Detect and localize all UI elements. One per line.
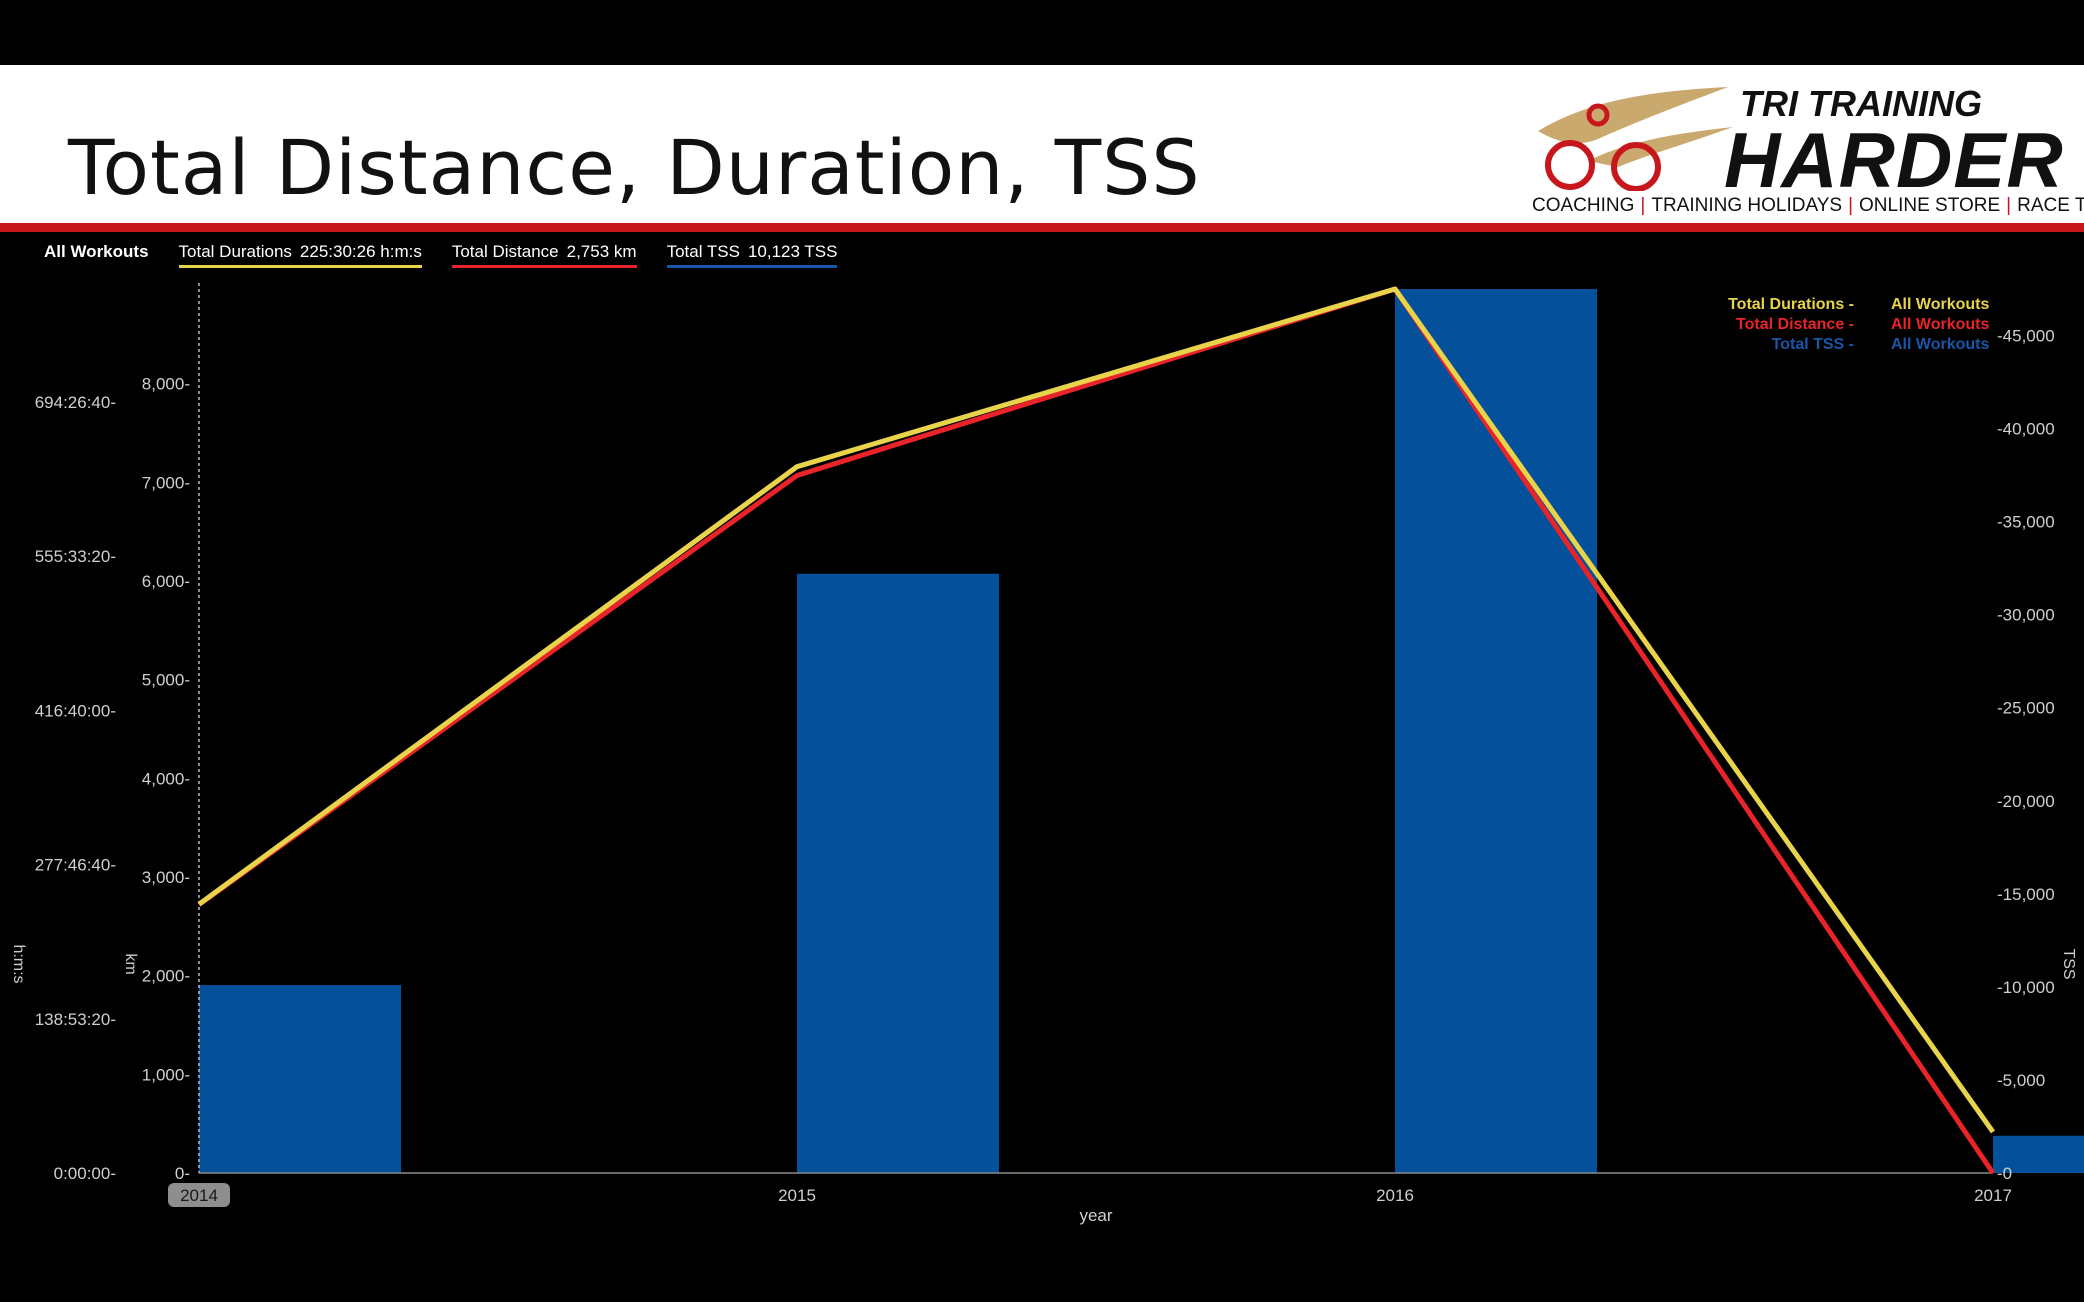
triathlon-rings-icon: [1538, 87, 1733, 191]
tss-tick-label: -45,000: [1997, 327, 2055, 346]
km-tick-label: 8,000-: [142, 375, 190, 394]
x-tick-label: 2015: [778, 1186, 816, 1205]
x-tick-label: 2014: [180, 1186, 218, 1205]
tss-tick-label: -30,000: [1997, 606, 2055, 625]
distance-total: 2,753 km: [566, 242, 637, 261]
duration-line: [197, 286, 1996, 1134]
legend-series-name: Total Distance -: [1736, 316, 1854, 333]
x-tick-highlight: [168, 1183, 230, 1207]
brand-name-line1: TRI TRAINING: [1740, 83, 1982, 124]
slide-header: Total Distance, Duration, TSS TRI TRAINI…: [0, 65, 2084, 223]
x-tick-label: 2016: [1376, 1186, 1414, 1205]
bottom-letterbox: [0, 1237, 2084, 1302]
duration-tick-label: 277:46:40-: [35, 856, 116, 875]
tss-bar-2016: [1395, 289, 1597, 1173]
distance-toggle[interactable]: Total Distance 2,753 km: [451, 242, 637, 268]
tss-bar-2017: [1993, 1135, 2084, 1173]
km-tick-label: 5,000-: [142, 671, 190, 690]
tss-tick-label: -20,000: [1997, 792, 2055, 811]
top-letterbox: [0, 0, 2084, 65]
tagline-separator: |: [1848, 195, 1854, 216]
tagline-race-team: RACE TEAM: [2017, 195, 2084, 216]
duration-tick-label: 138:53:20-: [35, 1010, 116, 1029]
series-filter-bar: All Workouts Total Durations 225:30:26 h:…: [44, 242, 838, 276]
x-axis-title: year: [1079, 1206, 1112, 1225]
tss-tick-label: -40,000: [1997, 420, 2055, 439]
durations-toggle[interactable]: Total Durations 225:30:26 h:m:s: [178, 242, 422, 268]
km-tick-label: 1,000-: [142, 1065, 190, 1084]
durations-total: 225:30:26 h:m:s: [299, 242, 422, 261]
duration-tick-label: 694:26:40-: [35, 393, 116, 412]
tagline-separator: |: [1640, 195, 1646, 216]
legend-series-filter: All Workouts: [1891, 336, 1989, 353]
tss-toggle-label: Total TSS: [666, 242, 740, 261]
distance-line: [197, 286, 1996, 1175]
tss-total: 10,123 TSS: [747, 242, 838, 261]
km-axis-title: km: [122, 953, 139, 974]
brand-tagline: COACHING | TRAINING HOLIDAYS | ONLINE STORE |…: [1532, 195, 2084, 217]
header-divider: [0, 223, 2084, 232]
legend-series-name: Total Durations -: [1728, 296, 1854, 313]
legend-series-name: Total TSS -: [1772, 336, 1854, 353]
duration-axis-title: h:m:s: [10, 944, 27, 983]
tss-tick-label: -15,000: [1997, 885, 2055, 904]
durations-toggle-label: Total Durations: [178, 242, 292, 261]
brand-name-line2: HARDER: [1724, 116, 2064, 204]
duration-tick-label: 416:40:00-: [35, 701, 116, 720]
km-tick-label: 0-: [175, 1164, 190, 1183]
all-workouts-filter[interactable]: All Workouts: [44, 242, 149, 261]
tss-tick-label: -5,000: [1997, 1071, 2045, 1090]
tss-tick-label: -25,000: [1997, 699, 2055, 718]
legend-series-filter: All Workouts: [1891, 296, 1989, 313]
page-title: Total Distance, Duration, TSS: [68, 123, 1201, 212]
combo-chart: 0- 1,000- 2,000- 3,000- 4,000- 5,000- 6,000- 7,…: [10, 283, 2084, 1225]
duration-tick-label: 0:00:00-: [54, 1164, 116, 1183]
brand-logo: TRI TRAINING HARDER COACHING | TRAINING HO…: [1528, 75, 2084, 217]
duration-tick-label: 555:33:20-: [35, 547, 116, 566]
legend-series-filter: All Workouts: [1891, 316, 1989, 333]
distance-toggle-label: Total Distance: [451, 242, 559, 261]
km-tick-label: 7,000-: [142, 473, 190, 492]
tagline-separator: |: [2006, 195, 2012, 216]
km-tick-label: 3,000-: [142, 868, 190, 887]
tss-axis-title: TSS: [2060, 948, 2077, 979]
tss-bar-2015: [797, 573, 999, 1173]
tagline-coaching: COACHING: [1532, 195, 1635, 216]
tagline-training-holidays: TRAINING HOLIDAYS: [1651, 195, 1843, 216]
x-tick-label: 2017: [1974, 1186, 2012, 1205]
km-tick-label: 6,000-: [142, 572, 190, 591]
tss-bar-2014: [199, 985, 401, 1173]
tss-tick-label: -0: [1997, 1164, 2012, 1183]
tagline-online-store: ONLINE STORE: [1859, 195, 2001, 216]
tss-tick-label: -10,000: [1997, 978, 2055, 997]
km-tick-label: 2,000-: [142, 967, 190, 986]
chart-panel: All Workouts Total Durations 225:30:26 h:…: [0, 232, 2084, 1237]
tss-toggle[interactable]: Total TSS 10,123 TSS: [666, 242, 838, 268]
tss-tick-label: -35,000: [1997, 513, 2055, 532]
km-tick-label: 4,000-: [142, 769, 190, 788]
